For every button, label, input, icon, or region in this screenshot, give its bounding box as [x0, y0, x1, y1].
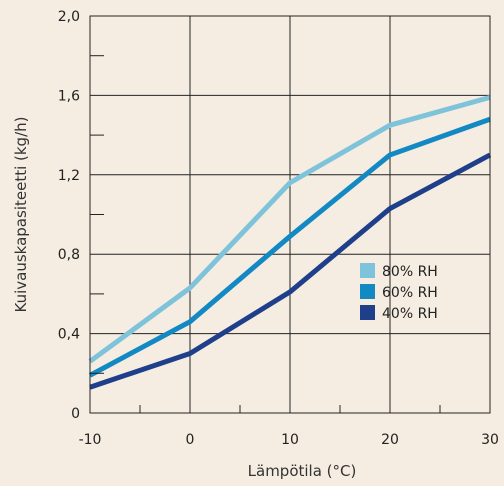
- legend: 80% RH 60% RH 40% RH: [360, 263, 438, 322]
- x-tick-label: -10: [79, 432, 102, 448]
- x-tick-label: 10: [281, 432, 299, 448]
- y-tick-label: 1,2: [58, 168, 80, 184]
- grid: [89, 15, 491, 414]
- legend-swatch: [360, 305, 375, 320]
- legend-swatch: [360, 284, 375, 299]
- legend-label: 80% RH: [382, 264, 438, 280]
- x-tick-label: 20: [381, 432, 399, 448]
- y-tick-label: 0,8: [58, 247, 80, 263]
- x-tick-label: 30: [481, 432, 499, 448]
- y-tick-label: 2,0: [58, 9, 80, 25]
- y-tick-label: 1,6: [58, 88, 80, 104]
- legend-swatch: [360, 263, 375, 278]
- x-axis-label: Lämpötila (°C): [248, 462, 357, 480]
- series-line: [88, 94, 491, 364]
- series-line: [89, 152, 492, 390]
- x-tick-label: 0: [186, 432, 195, 448]
- legend-label: 40% RH: [382, 306, 438, 322]
- ticks: -10 0 10 20 30 0 0,4 0,8 1,2 1,6 2,0: [58, 9, 499, 448]
- y-axis-label: Kuivauskapasiteetti (kg/h): [12, 117, 30, 313]
- series-line: [88, 116, 491, 378]
- series-group: [88, 94, 492, 390]
- y-tick-label: 0: [71, 406, 80, 422]
- y-tick-label: 0,4: [58, 327, 80, 343]
- legend-label: 60% RH: [382, 285, 438, 301]
